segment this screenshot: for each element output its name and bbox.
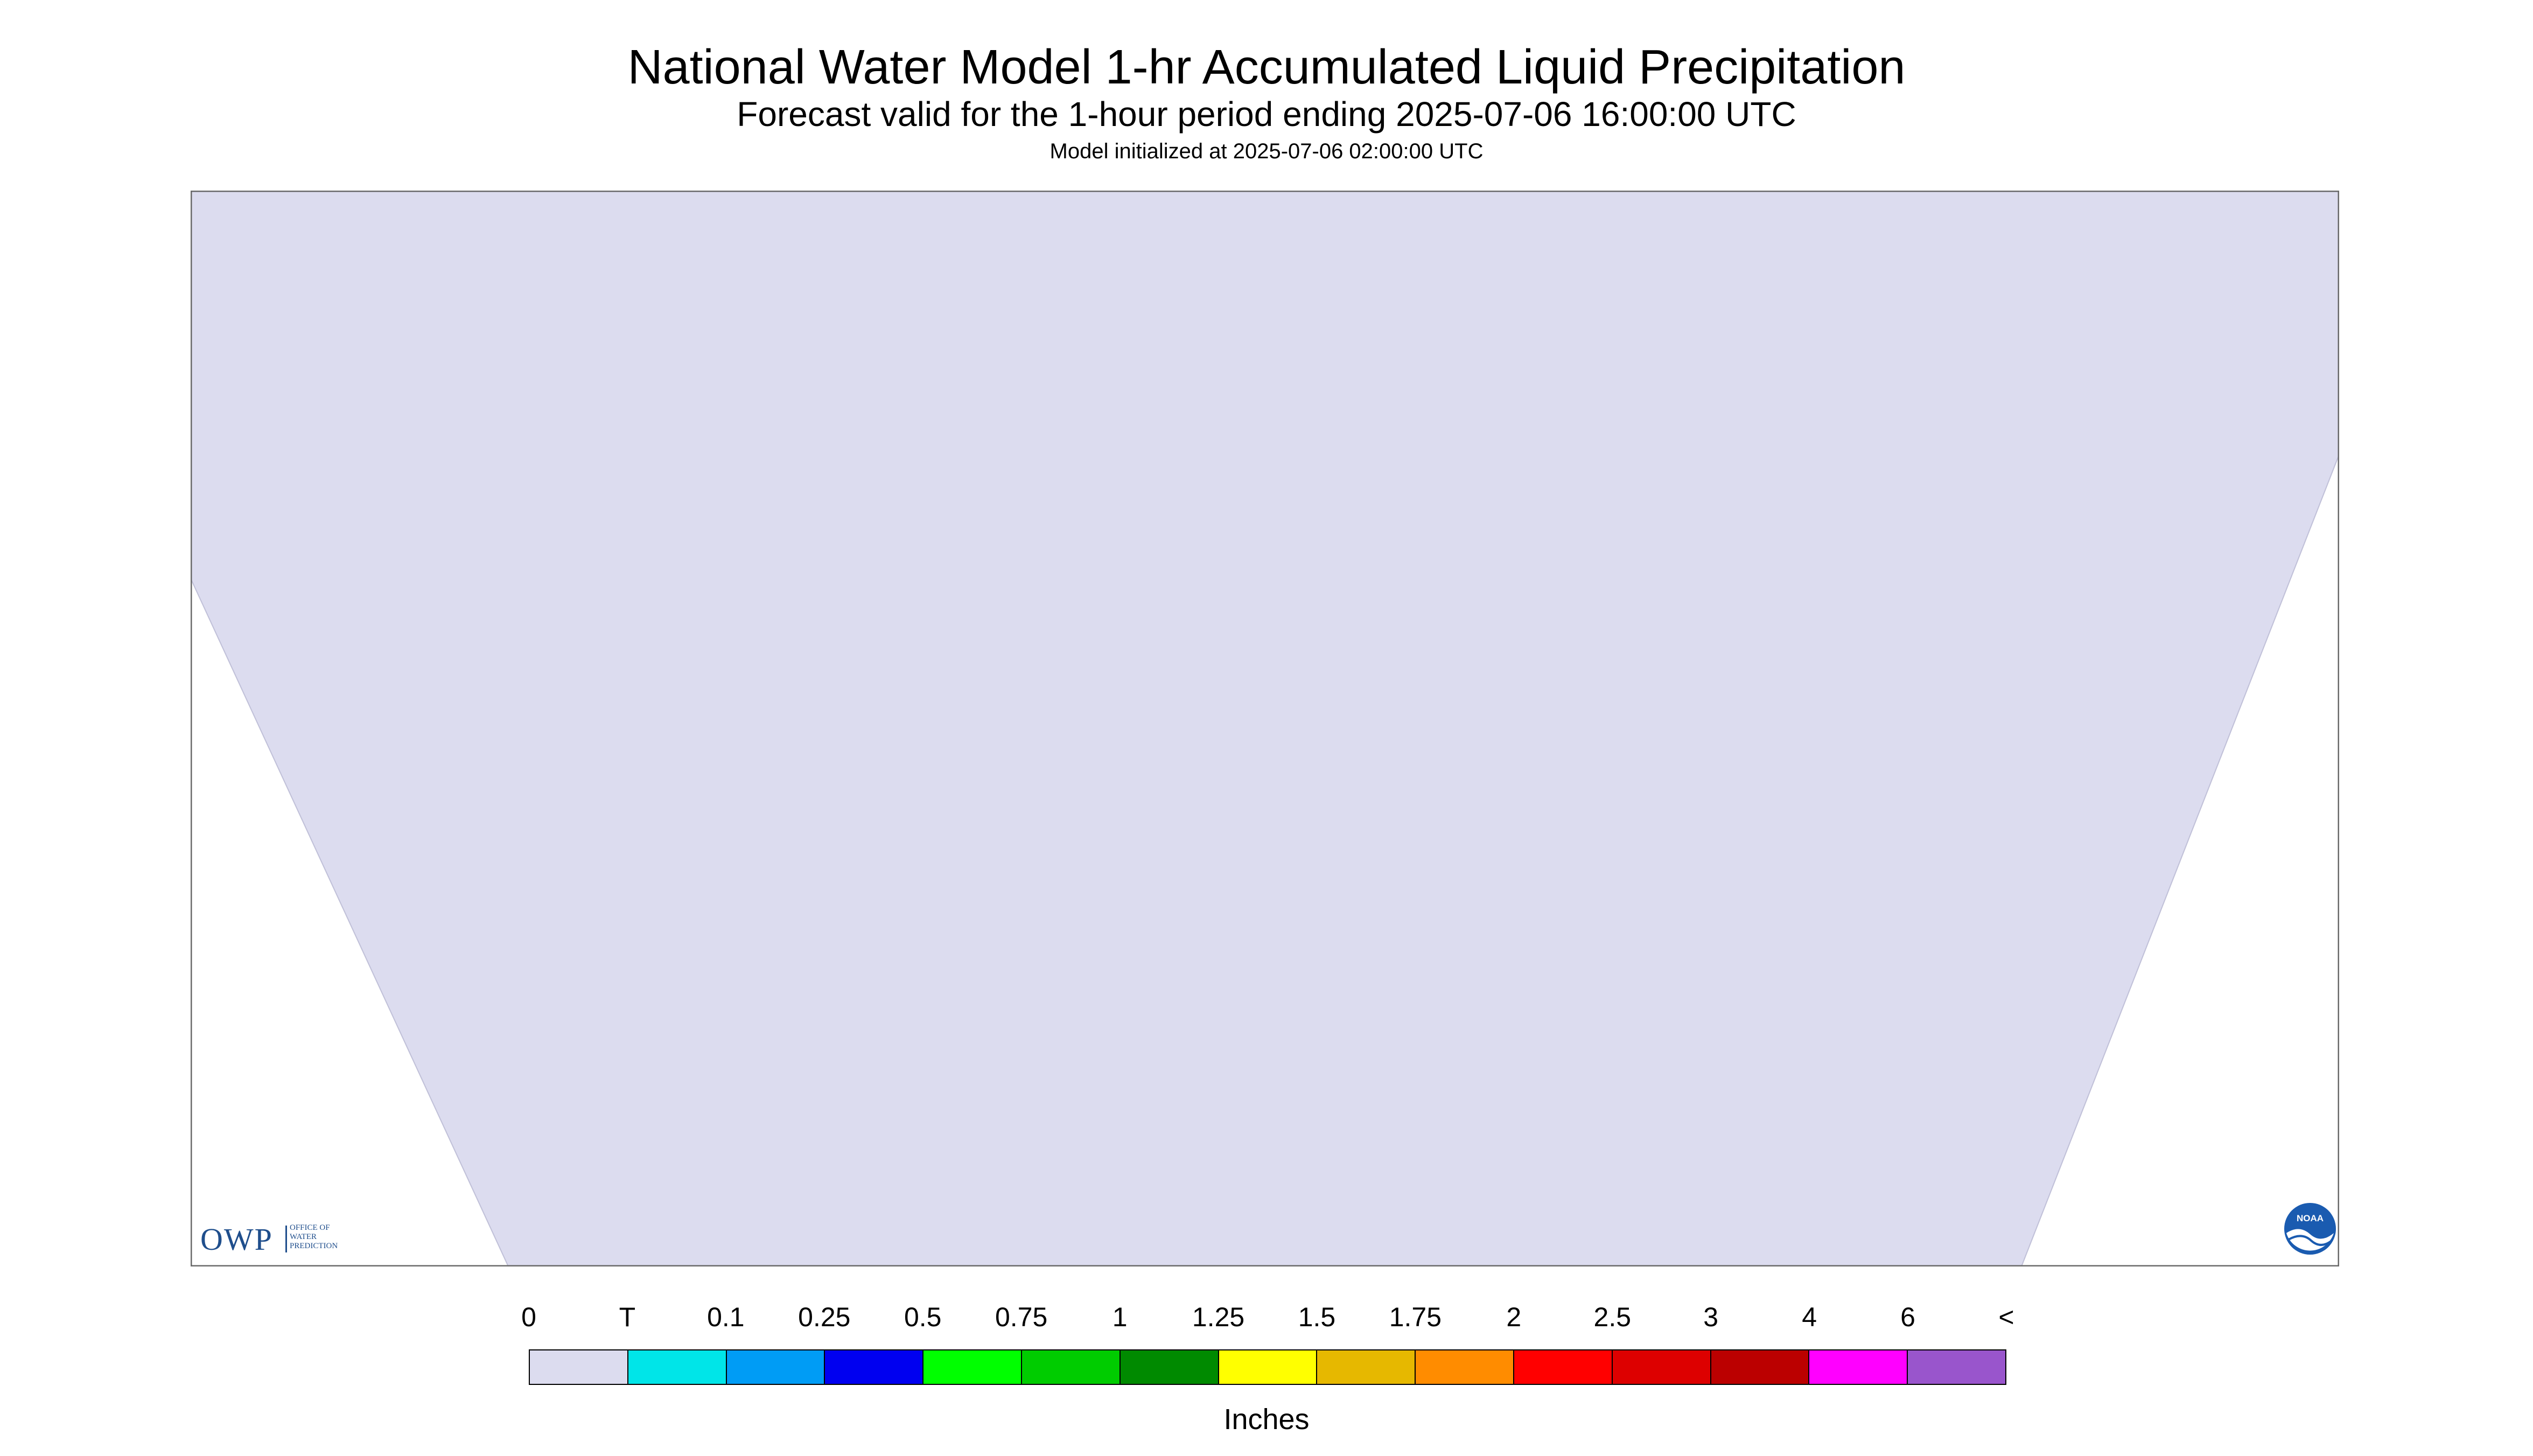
- model-init-text: Model initialized at 2025-07-06 02:00:00…: [1049, 139, 1484, 163]
- owp-logo-mark: OWP: [200, 1222, 273, 1257]
- legend-swatch: [1711, 1350, 1810, 1384]
- legend-label: 1: [1112, 1302, 1128, 1332]
- color-legend: [529, 1349, 2006, 1385]
- legend-swatch: [1612, 1350, 1711, 1384]
- legend-swatch: [1120, 1350, 1219, 1384]
- legend-label: 0.1: [707, 1302, 745, 1332]
- legend-swatch: [530, 1350, 628, 1384]
- legend-swatch: [1809, 1350, 1908, 1384]
- legend-label: 1.5: [1298, 1302, 1336, 1332]
- legend-label: <: [1998, 1302, 2014, 1332]
- legend-label: 6: [1900, 1302, 1915, 1332]
- legend-swatch: [628, 1350, 727, 1384]
- legend-swatch: [1514, 1350, 1613, 1384]
- legend-label: 0.75: [995, 1302, 1048, 1332]
- owp-logo-text: OFFICE OF WATER PREDICTION: [290, 1223, 338, 1250]
- legend-label: 0.25: [798, 1302, 851, 1332]
- legend-swatch: [1219, 1350, 1318, 1384]
- legend-swatch: [726, 1350, 825, 1384]
- map-title: National Water Model 1-hr Accumulated Li…: [627, 40, 1906, 94]
- owp-logo: OWP OFFICE OF WATER PREDICTION: [200, 1221, 373, 1257]
- legend-units: Inches: [1223, 1403, 1310, 1436]
- map-subtitle: Forecast valid for the 1-hour period end…: [737, 95, 1796, 134]
- legend-swatch: [1416, 1350, 1514, 1384]
- noaa-logo: NOAA: [2284, 1203, 2336, 1255]
- legend-swatch: [1317, 1350, 1416, 1384]
- legend-swatch: [1021, 1350, 1121, 1384]
- precipitation-map: [191, 191, 2339, 1266]
- legend-swatch: [1908, 1350, 2005, 1384]
- legend-label: 3: [1703, 1302, 1719, 1332]
- legend-label: 1.75: [1389, 1302, 1442, 1332]
- map-frame: [191, 191, 2339, 1266]
- legend-label: 1.25: [1192, 1302, 1245, 1332]
- legend-label: 4: [1802, 1302, 1817, 1332]
- legend-label: T: [619, 1302, 636, 1332]
- legend-label: 0.5: [904, 1302, 942, 1332]
- legend-label: 2: [1506, 1302, 1522, 1332]
- legend-swatch: [923, 1350, 1022, 1384]
- legend-swatch: [825, 1350, 924, 1384]
- legend-label: 2.5: [1593, 1302, 1632, 1332]
- legend-label: 0: [521, 1302, 536, 1332]
- noaa-logo-text: NOAA: [2297, 1213, 2324, 1223]
